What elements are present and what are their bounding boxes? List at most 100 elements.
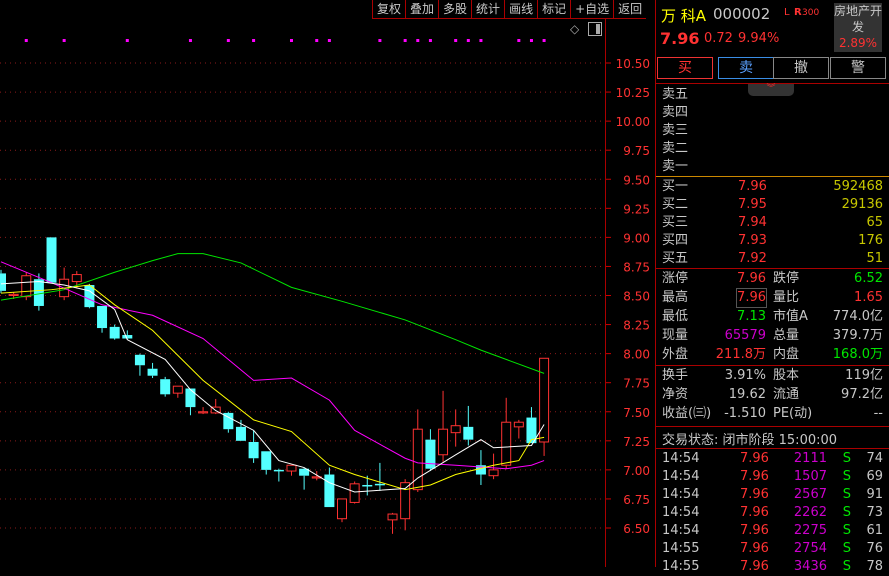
candle[interactable] [235,419,246,441]
stat-row: 收益(㈢) -1.510 PE(动) -- [662,405,883,423]
stat-row: 现量 65579 总量 379.7万 [662,327,883,345]
toolbar-item[interactable]: +自选 [570,0,613,19]
price-change-pct: 9.94% [738,31,780,46]
candle[interactable] [337,498,348,523]
tick-volume: 2567 [793,487,827,502]
signal-marker [327,39,331,42]
candle[interactable] [160,376,171,397]
candle-body [349,483,360,503]
candle-body [8,293,19,296]
candle[interactable] [450,409,461,447]
candle[interactable] [198,407,209,415]
candle-body [0,273,6,291]
candle-body [400,482,411,520]
bid-label: 买四 [662,233,689,248]
toolbar-item[interactable]: 复权 [372,0,405,19]
panel-toggle-icon[interactable] [588,22,602,36]
stat-value: 7.96 [736,288,767,308]
signal-marker [125,39,129,42]
chart-toolbar: 复权 叠加 多股 统计 画线 标记 +自选 返回 [372,0,647,19]
signal-marker [403,39,407,42]
cancel-button[interactable]: 撤 [773,57,829,79]
candle[interactable] [526,407,537,444]
tick-count: 69 [866,469,883,484]
candle-body [172,385,183,394]
bid-volume: 29136 [841,197,883,212]
candle-body [337,498,348,520]
candle[interactable] [223,411,234,433]
candle-body [425,439,436,469]
candle-body [33,279,44,306]
tick-count: 78 [866,559,883,574]
price-change: 0.72 [704,31,733,46]
candle[interactable] [59,267,70,301]
toolbar-item[interactable]: 返回 [613,0,646,19]
candle[interactable] [172,385,183,398]
candle[interactable] [46,237,57,283]
diamond-icon[interactable]: ◇ [570,22,580,36]
candle[interactable] [0,269,6,294]
candlestick-chart[interactable]: 10.50 10.25 10.00 9.75 9.50 9.25 9.00 8.75 8.50 8… [0,0,655,567]
candle[interactable] [475,450,486,485]
tick-side: S [842,469,851,484]
candle[interactable] [147,362,158,379]
sell-button[interactable]: 卖 [718,57,774,79]
candle-body [374,483,385,486]
ask-label: 卖二 [662,141,689,156]
candle[interactable] [463,405,474,446]
candle[interactable] [21,272,32,301]
candle[interactable] [299,467,310,490]
candle[interactable] [97,305,108,333]
stock-name: 万 科A [661,7,707,25]
stat-label: 涨停 [662,271,689,286]
candle[interactable] [286,464,297,476]
tick-row: 14:54 7.96 2567 S 91 [662,486,883,504]
candle[interactable] [134,353,145,376]
signal-marker [226,39,230,42]
candle-body [185,388,196,408]
chart-canvas[interactable]: 10.50 10.25 10.00 9.75 9.50 9.25 9.00 8.75 8.50 8… [0,0,655,567]
candle[interactable] [374,462,385,491]
toolbar-item[interactable]: 统计 [471,0,504,19]
candle[interactable] [273,468,284,482]
candle[interactable] [349,481,360,504]
candle-body [539,357,550,443]
toolbar-item[interactable]: 标记 [537,0,570,19]
candle[interactable] [438,390,449,462]
candle[interactable] [412,409,423,492]
candle[interactable] [501,397,512,469]
buy-button[interactable]: 买 [657,57,713,79]
tick-count: 91 [866,487,883,502]
candle[interactable] [425,429,436,472]
bid-volume: 51 [866,251,883,266]
toolbar-item[interactable]: 画线 [504,0,537,19]
candle[interactable] [185,388,196,416]
candle[interactable] [109,324,120,340]
alert-button[interactable]: 警 [830,57,886,79]
candle[interactable] [387,512,398,534]
candle[interactable] [261,451,272,475]
candle[interactable] [400,479,411,531]
sector-badge[interactable]: 房地产开发 2.89% [834,3,882,52]
bid-volume: 176 [858,233,883,248]
candle-body [147,368,158,376]
candle-body [526,417,537,444]
candle[interactable] [513,419,524,439]
expand-chevron-icon[interactable]: ︾ [748,84,794,96]
bid-price: 7.92 [738,251,767,266]
candle[interactable] [248,430,259,463]
candle-body [97,305,108,329]
signal-marker [454,39,458,42]
candle-body [438,428,449,456]
candle[interactable] [324,467,335,508]
bid-row: 买三 7.94 65 [662,214,883,232]
stat-row: 涨停 7.96 跌停 6.52 [662,270,883,288]
toolbar-item[interactable]: 多股 [438,0,471,19]
candle[interactable] [539,357,550,456]
candle[interactable] [33,273,44,311]
stat-value: 168.0万 [832,347,883,362]
bid-label: 买一 [662,179,689,194]
candle[interactable] [488,453,499,480]
signal-marker [529,39,533,42]
toolbar-item[interactable]: 叠加 [405,0,438,19]
